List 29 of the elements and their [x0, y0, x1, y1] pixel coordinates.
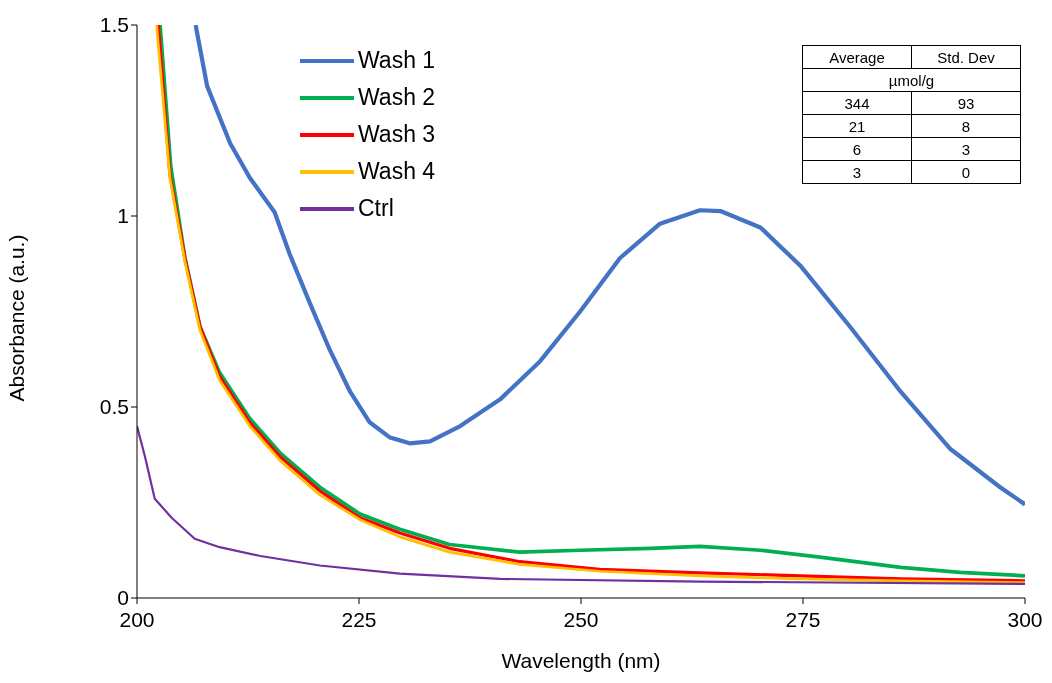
annotation: 3 [911, 137, 1021, 161]
annotation: 21 [802, 114, 912, 138]
x-tick-label: 200 [119, 607, 155, 631]
x-axis-title: Wavelength (nm) [501, 649, 661, 672]
y-tick-label: 1 [117, 204, 129, 228]
x-tick-label: 300 [1007, 607, 1043, 631]
x-tick-label: 275 [785, 607, 821, 631]
annotation: 6 [802, 137, 912, 161]
x-tick-label: 250 [563, 607, 599, 631]
legend-label: Wash 4 [358, 157, 436, 186]
y-axis-title: Absorbance (a.u.) [5, 234, 29, 402]
annotation: 0 [911, 160, 1021, 184]
annotation: 344 [802, 91, 912, 115]
legend-label: Wash 1 [358, 46, 436, 75]
y-tick-label: 0.5 [99, 395, 129, 419]
line-series [137, 425, 1025, 585]
annotation: 8 [911, 114, 1021, 138]
y-tick-label: 1.5 [99, 13, 129, 37]
line-series [193, 25, 1025, 507]
annotation: 93 [911, 91, 1021, 115]
annotation: Average [802, 45, 912, 69]
legend-label: Wash 3 [358, 120, 436, 149]
annotation: µmol/g [802, 68, 1021, 92]
annotation: Std. Dev [911, 45, 1021, 69]
legend-label: Wash 2 [358, 83, 436, 112]
x-tick-label: 225 [341, 607, 377, 631]
legend-label: Ctrl [358, 194, 394, 223]
annotation: 3 [802, 160, 912, 184]
y-tick-label: 0 [117, 586, 129, 610]
